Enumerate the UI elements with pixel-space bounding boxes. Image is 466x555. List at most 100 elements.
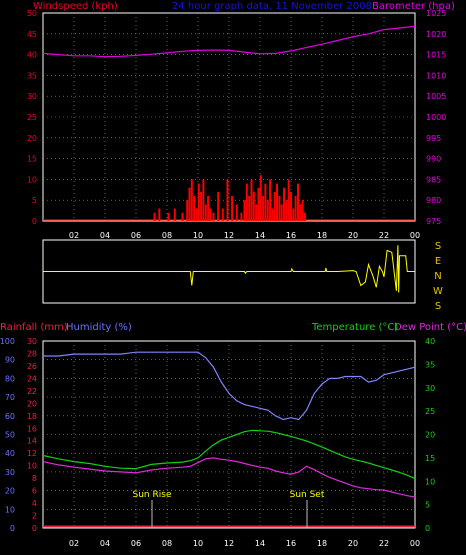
barometer-tick-label: 1000 xyxy=(426,113,446,122)
barometer-line xyxy=(42,25,416,58)
windspeed-bar xyxy=(217,191,220,221)
rainfall-tick-label: 4 xyxy=(32,499,37,508)
windspeed-bar xyxy=(264,183,267,221)
humidity-tick-label: 30 xyxy=(5,468,15,477)
windspeed-tick-label: 50 xyxy=(27,9,37,18)
barometer-tick-label: 1005 xyxy=(426,92,446,101)
windspeed-tick-label: 15 xyxy=(27,155,37,164)
windspeed-bar xyxy=(202,179,205,221)
wind-panel-grid xyxy=(43,13,415,221)
windspeed-bar xyxy=(245,183,248,221)
barometer-title: Barometer (hpa) xyxy=(372,1,455,12)
graph-header: 24 hour graph data, 11 November 2008 xyxy=(172,1,372,12)
hour-tick-label: 22 xyxy=(379,231,389,240)
windspeed-bar xyxy=(186,200,189,221)
barometer-tick-label: 1015 xyxy=(426,51,446,60)
rainfall-tick-label: 12 xyxy=(27,449,37,458)
rainfall-tick-label: 18 xyxy=(27,412,37,421)
humidity-tick-label: 100 xyxy=(0,337,15,346)
temperature-tick-label: 30 xyxy=(425,384,435,393)
windspeed-tick-label: 10 xyxy=(27,175,37,184)
hour-tick-label: 16 xyxy=(286,231,296,240)
windspeed-bar xyxy=(248,196,251,221)
sunrise-label: Sun Rise xyxy=(133,490,172,500)
windspeed-bar xyxy=(209,208,212,221)
temperature-tick-label: 25 xyxy=(425,407,435,416)
hour-tick-label: 00 xyxy=(410,231,420,240)
rainfall-title: Rainfall (mm) xyxy=(0,322,68,333)
humidity-axis: 0 10 20 30 40 50 60 70 80 90 100 xyxy=(0,337,15,533)
hour-tick-label: 10 xyxy=(193,539,203,548)
windspeed-bar xyxy=(200,191,203,221)
wind-title: Windspeed (kph) xyxy=(33,1,118,12)
hour-tick-label: 08 xyxy=(162,231,172,240)
barometer-tick-label: 1010 xyxy=(426,71,446,80)
windspeed-bar xyxy=(276,183,278,221)
direction-label: W xyxy=(433,286,443,297)
windspeed-bar xyxy=(193,196,196,221)
barometer-tick-label: 975 xyxy=(426,217,441,226)
hour-tick-label: 06 xyxy=(131,539,141,548)
windspeed-bar xyxy=(294,196,297,221)
humidity-line xyxy=(43,351,416,421)
series-layer xyxy=(42,25,416,528)
windspeed-bar xyxy=(190,179,193,221)
hour-tick-label: 20 xyxy=(348,231,358,240)
windspeed-bar xyxy=(278,196,281,221)
windspeed-bar xyxy=(301,200,304,221)
windspeed-bar xyxy=(259,175,262,221)
windspeed-bar xyxy=(226,179,229,221)
hour-tick-label: 12 xyxy=(224,231,234,240)
barometer-tick-label: 995 xyxy=(426,134,441,143)
hour-tick-label: 10 xyxy=(193,231,203,240)
hour-tick-label: 22 xyxy=(379,539,389,548)
hour-tick-label: 08 xyxy=(162,539,172,548)
windspeed-bar xyxy=(266,200,269,221)
windspeed-bar xyxy=(243,200,246,221)
windspeed-bar xyxy=(173,208,176,221)
temperature-line xyxy=(42,429,416,479)
windspeed-bar xyxy=(255,204,258,221)
windspeed-bar xyxy=(283,187,285,221)
windspeed-bar xyxy=(204,204,207,221)
windspeed-tick-label: 40 xyxy=(27,51,37,60)
windspeed-bar xyxy=(167,212,170,221)
windspeed-tick-label: 20 xyxy=(27,134,37,143)
windspeed-tick-label: 5 xyxy=(32,196,37,205)
hour-tick-label: 20 xyxy=(348,539,358,548)
windspeed-bar xyxy=(257,187,260,221)
windspeed-bar xyxy=(158,208,161,221)
windspeed-bar xyxy=(181,212,184,221)
windspeed-bar xyxy=(221,208,224,221)
windspeed-bar xyxy=(271,208,274,221)
windspeed-bar xyxy=(240,212,243,221)
windspeed-bar xyxy=(285,200,288,221)
humidity-title: Humidity (%) xyxy=(66,322,132,333)
rainfall-tick-label: 0 xyxy=(32,524,37,533)
barometer-axis: 975 980 985 990 995 1000 1005 1010 1015 1020 1025 xyxy=(426,9,446,226)
lower-hour-axis: 02 04 06 08 10 12 14 16 18 20 22 00 xyxy=(69,539,420,548)
humidity-tick-label: 70 xyxy=(5,393,15,402)
rainfall-tick-label: 26 xyxy=(27,362,37,371)
windspeed-bar xyxy=(299,204,302,221)
windspeed-bar xyxy=(290,191,292,221)
windspeed-tick-label: 25 xyxy=(27,113,37,122)
direction-label: N xyxy=(434,271,441,282)
barometer-tick-label: 1025 xyxy=(426,9,446,18)
temperature-tick-label: 10 xyxy=(425,477,435,486)
temperature-axis: 0 5 10 15 20 25 30 35 40 xyxy=(425,337,435,533)
windspeed-bar xyxy=(250,179,253,221)
windspeed-bar xyxy=(287,179,290,221)
rainfall-tick-label: 16 xyxy=(27,424,37,433)
windspeed-bar xyxy=(212,212,215,221)
windspeed-bar xyxy=(292,208,295,221)
windspeed-tick-label: 0 xyxy=(32,217,37,226)
humidity-tick-label: 90 xyxy=(5,356,15,365)
rainfall-tick-label: 8 xyxy=(32,474,37,483)
temperature-tick-label: 15 xyxy=(425,454,435,463)
temperature-tick-label: 20 xyxy=(425,431,435,440)
humidity-tick-label: 60 xyxy=(5,412,15,421)
windspeed-bar xyxy=(153,212,156,221)
